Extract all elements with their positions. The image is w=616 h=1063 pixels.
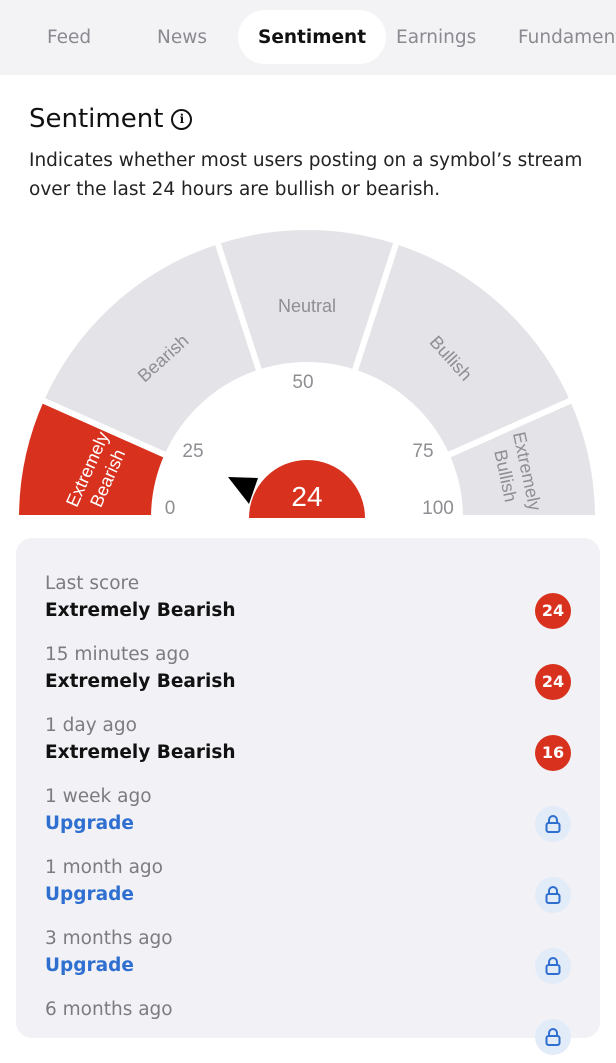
history-time: 6 months ago bbox=[45, 999, 173, 1020]
tab-bar: Feed News Sentiment Earnings Fundamental… bbox=[0, 0, 616, 75]
history-card bbox=[16, 538, 600, 1038]
history-time: Last score bbox=[45, 573, 140, 594]
gauge-segment bbox=[442, 395, 602, 520]
tab-fundamentals[interactable]: Fundamentals bbox=[518, 27, 616, 48]
lock-icon[interactable] bbox=[535, 948, 571, 984]
history-row: 1 month ago Upgrade bbox=[45, 857, 571, 921]
upgrade-link[interactable]: Upgrade bbox=[45, 813, 134, 834]
gauge-tick-label: 25 bbox=[182, 441, 203, 462]
tab-news[interactable]: News bbox=[157, 27, 207, 48]
gauge-tick-label: 50 bbox=[292, 372, 313, 393]
history-sentiment: Extremely Bearish bbox=[45, 742, 236, 763]
history-sentiment: Extremely Bearish bbox=[45, 671, 236, 692]
score-badge: 24 bbox=[535, 593, 571, 629]
gauge-tick-label: 0 bbox=[165, 498, 176, 519]
history-time: 15 minutes ago bbox=[45, 644, 190, 665]
score-value: 24 bbox=[291, 481, 322, 512]
tab-sentiment[interactable]: Sentiment bbox=[238, 10, 387, 64]
history-time: 3 months ago bbox=[45, 928, 173, 949]
history-time: 1 day ago bbox=[45, 715, 137, 736]
gauge-tick-label: 100 bbox=[422, 498, 454, 519]
gauge-segment bbox=[37, 237, 264, 460]
score-badge: 24 bbox=[535, 664, 571, 700]
gauge-segment-label: Neutral bbox=[278, 296, 336, 316]
history-time: 1 week ago bbox=[45, 786, 152, 807]
gauge-tick-label: 75 bbox=[412, 441, 433, 462]
gauge-segment bbox=[350, 237, 577, 460]
lock-icon[interactable] bbox=[535, 806, 571, 842]
tab-feed[interactable]: Feed bbox=[47, 27, 92, 48]
score-badge: 16 bbox=[535, 735, 571, 771]
score-dial bbox=[249, 460, 365, 518]
upgrade-link[interactable]: Upgrade bbox=[45, 884, 134, 905]
upgrade-link[interactable]: Upgrade bbox=[45, 955, 134, 976]
tab-earnings[interactable]: Earnings bbox=[396, 27, 477, 48]
section-description: Indicates whether most users posting on … bbox=[29, 150, 583, 200]
history-row: 15 minutes ago Extremely Bearish 24 bbox=[45, 644, 571, 708]
history-row: 1 day ago Extremely Bearish 16 bbox=[45, 715, 571, 779]
history-row: Last score Extremely Bearish 24 bbox=[45, 573, 571, 637]
history-row: 3 months ago Upgrade bbox=[45, 928, 571, 992]
history-row: 6 months ago bbox=[45, 999, 571, 1063]
lock-icon[interactable] bbox=[535, 1019, 571, 1055]
needle-pointer-icon bbox=[228, 477, 258, 504]
history-sentiment: Extremely Bearish bbox=[45, 600, 236, 621]
sentiment-gauge: ExtremelyBearishBearishNeutralBullishExt… bbox=[12, 224, 602, 520]
history-time: 1 month ago bbox=[45, 857, 163, 878]
lock-icon[interactable] bbox=[535, 877, 571, 913]
section-title: Sentiment i bbox=[29, 104, 193, 134]
history-row: 1 week ago Upgrade bbox=[45, 786, 571, 850]
section-title-text: Sentiment bbox=[29, 104, 164, 134]
info-icon[interactable]: i bbox=[171, 108, 193, 130]
